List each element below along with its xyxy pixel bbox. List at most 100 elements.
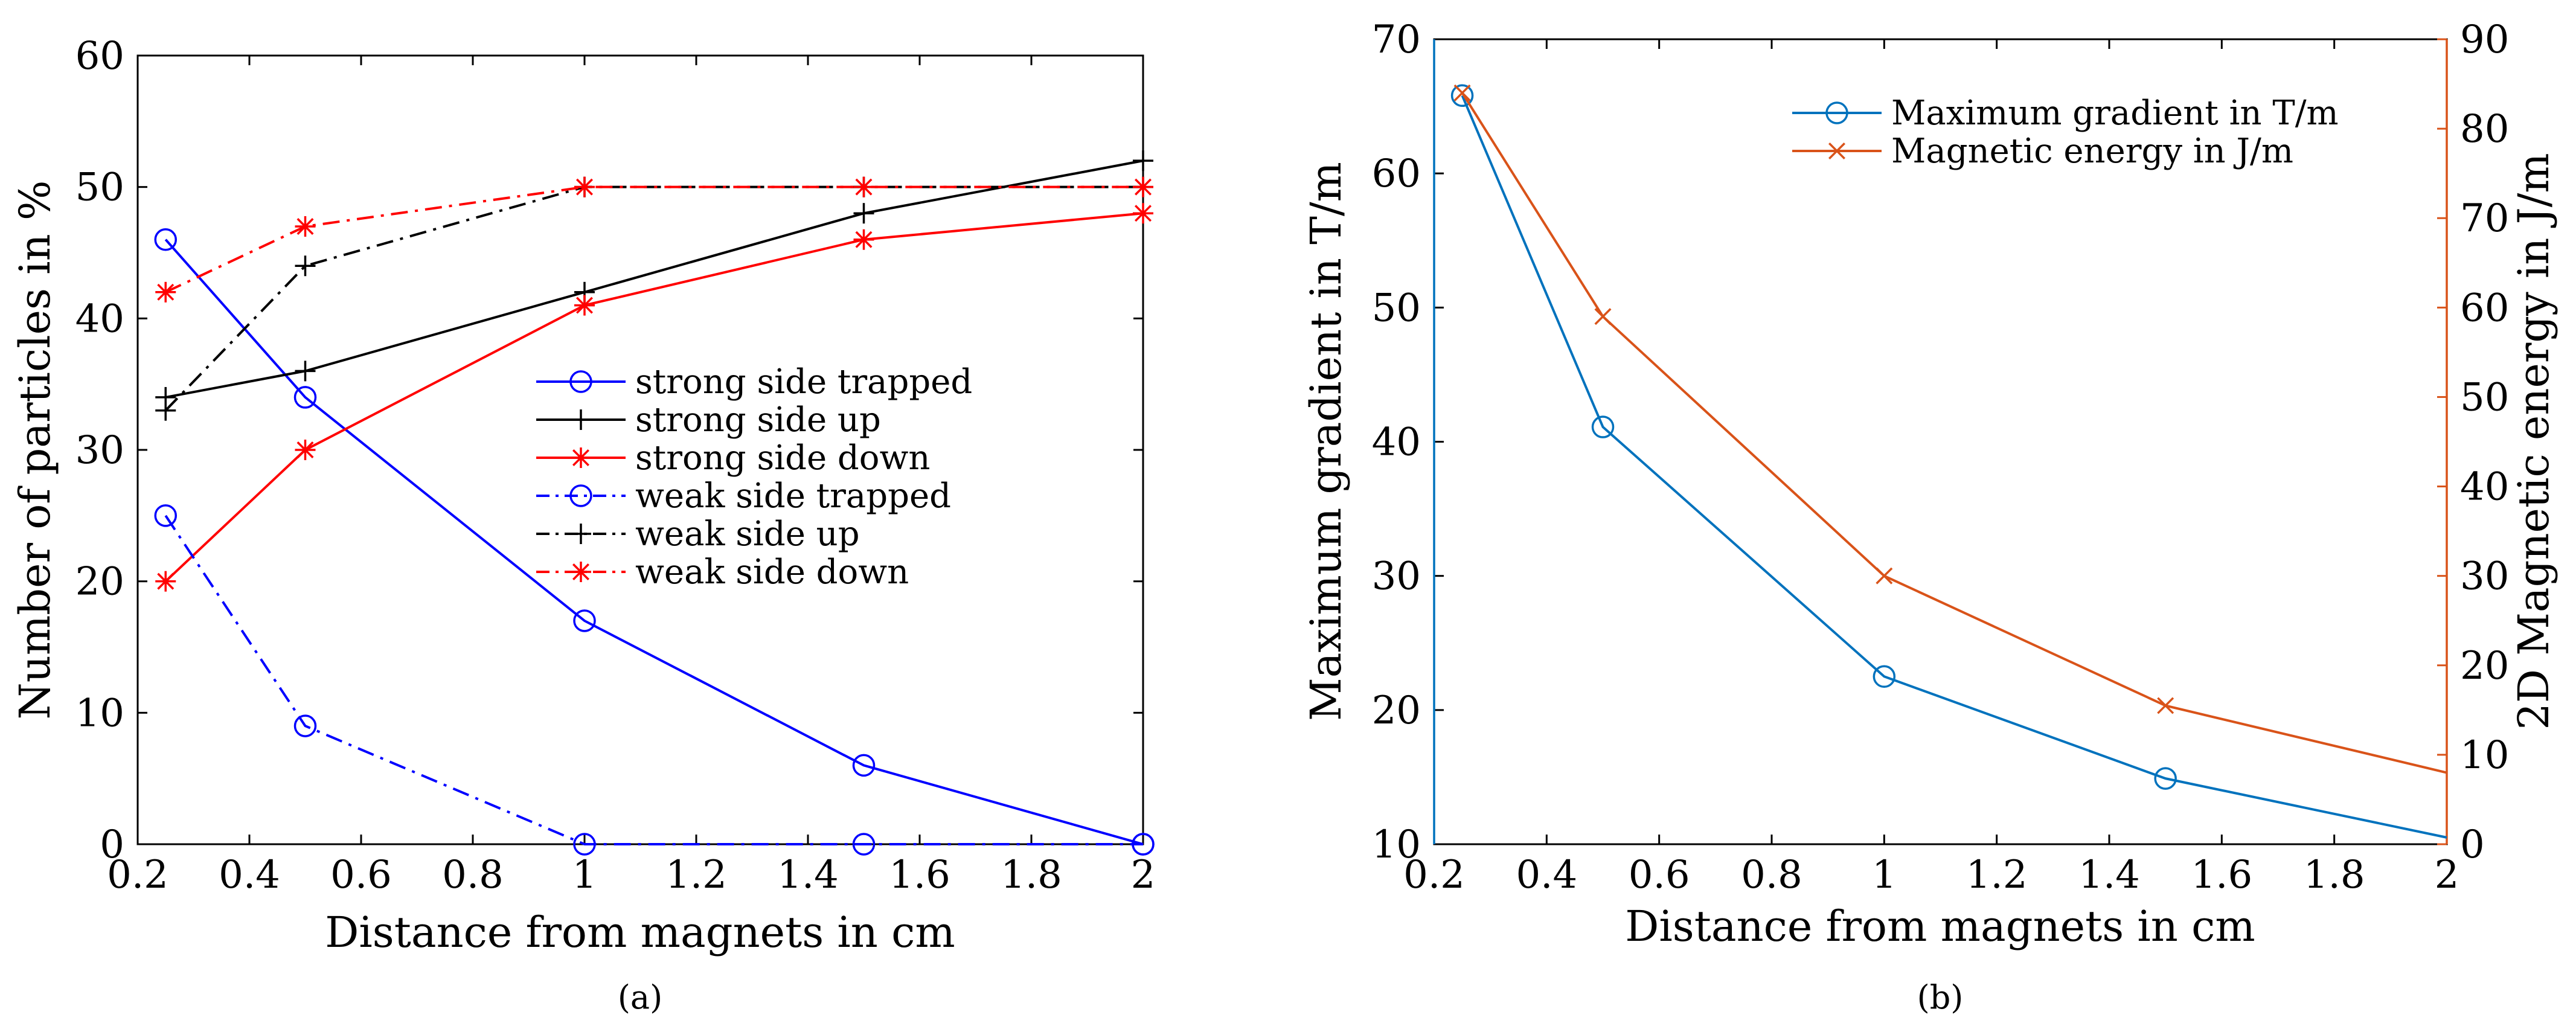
x-tick-label-1: 0.4 [1516,853,1577,897]
y-right-tick-label-3: 30 [2460,554,2509,599]
legend-item-1: Magnetic energy in J/m [1792,132,2293,171]
data-point-0-2 [1873,665,1896,688]
legend-marker-3 [569,484,592,507]
series-weak-side-down [155,176,1153,303]
data-point-1-2-d2 [1876,567,1893,585]
caption-b: (b) [1917,978,1964,1016]
y-tick-label-5: 50 [75,165,124,210]
data-point-0-1 [293,386,317,409]
data-point-2-0 [155,571,176,592]
x-tick-label-9: 2 [2435,853,2459,897]
legend-item-2: strong side down [536,438,930,478]
y-tick-label-4: 50 [1372,286,1421,330]
x-tick-label-3: 0.8 [442,853,504,897]
x-tick-label-2: 0.6 [1629,853,1690,897]
x-tick-label-4: 1 [1872,853,1897,897]
data-point-1-2 [1876,567,1893,585]
data-point-3-1 [293,714,317,737]
data-point-3-2 [573,833,596,856]
legend-marker-0 [569,370,592,393]
data-point-1-1 [295,361,316,382]
data-point-3-4 [1132,833,1155,856]
data-point-5-2 [574,176,595,197]
y-tick-label-2: 30 [1372,554,1421,599]
data-point-2-4 [1133,203,1153,224]
legend-marker-1 [1828,143,1845,159]
data-point-2-2-d2 [576,297,593,314]
data-point-1-3 [2157,697,2174,714]
data-point-2-1 [295,440,316,460]
legend-item-0: Maximum gradient in T/m [1792,94,2339,133]
legend-item-0: strong side trapped [536,362,972,402]
x-tick-label-3: 0.8 [1741,853,1802,897]
x-tick-label-8: 1.8 [2304,853,2365,897]
series-line-0 [1461,95,2447,839]
x-tick-label-8: 1.8 [1001,853,1062,897]
y-tick-label-1: 10 [75,691,124,736]
y-tick-label-3: 30 [75,428,124,473]
y-tick-label-5: 60 [1372,152,1421,196]
legend-item-1: strong side up [536,400,881,440]
legend-marker-5 [571,562,591,582]
series-strong-side-down [155,203,1153,592]
y-right-tick-label-0: 0 [2460,822,2485,867]
legend-marker-5-d2 [572,563,589,580]
legend-marker-1-d2 [1828,143,1845,159]
x-tick-label-2: 0.6 [330,853,392,897]
x-axis-label-a: Distance from magnets in cm [325,908,955,957]
legend-label-2: strong side down [635,438,930,478]
x-axis-label-b: Distance from magnets in cm [1625,902,2255,951]
legend-label-5: weak side down [635,553,909,592]
data-point-2-3-d2 [855,231,873,248]
data-point-4-1 [295,255,316,277]
caption-a: (a) [618,978,662,1016]
y-right-tick-label-8: 80 [2460,107,2509,152]
y-right-tick-label-4: 40 [2460,465,2509,510]
ticks-b: 0.2 0.4 0.6 0.8 1 1.2 1.4 1.6 1.8 2 10 20 30 40 50 60 70… [1372,18,2510,897]
y-right-tick-label-7: 70 [2460,196,2509,241]
x-tick-label-7: 1.6 [889,853,950,897]
data-point-0-0 [1450,84,1474,107]
data-point-2-1-d2 [296,441,314,458]
legend-item-5: weak side down [536,553,909,592]
y-right-tick-label-1: 10 [2460,733,2509,778]
data-point-5-1-d2 [296,217,314,235]
x-tick-label-0: 0.2 [107,853,168,897]
y-axis-label-b: Maximum gradient in T/m [1301,162,1351,721]
data-point-5-4 [1133,176,1153,197]
chart-a: 0.2 0.4 0.6 0.8 1 1.2 1.4 1.6 1.8 20102030405060 … [10,34,1155,1016]
y-tick-label-0: 0 [100,822,124,867]
data-point-2-0-d2 [157,572,175,590]
y-tick-label-4: 40 [75,297,124,341]
data-point-5-3-d2 [855,178,873,196]
series-weak-side-trapped [154,504,1155,856]
data-point-5-3 [853,176,874,197]
x-tick-label-7: 1.6 [2191,853,2252,897]
y-right-tick-label-9: 90 [2460,18,2509,62]
data-point-4-0 [155,400,176,421]
data-point-0-3 [852,754,876,777]
data-point-1-1 [1594,308,1612,325]
legend-marker-4 [571,524,591,544]
data-point-0-2 [573,609,596,632]
x-tick-label-6: 1.4 [777,853,839,897]
data-point-3-0 [154,504,177,527]
x-tick-label-9: 2 [1131,853,1156,897]
series-strong-side-up [155,150,1153,408]
data-point-1-1-d2 [1594,308,1612,325]
series-lines-a [154,150,1155,856]
data-point-0-3 [2154,767,2177,790]
data-point-0-0 [154,228,177,251]
legend-label-3: weak side trapped [635,476,951,516]
data-point-1-3 [853,203,874,224]
y-tick-label-2: 20 [75,560,124,604]
data-point-2-4-d2 [1135,205,1152,222]
plot-area-b [1433,38,2448,845]
y-tick-label-0: 10 [1372,822,1421,867]
data-point-1-3-d2 [2157,697,2174,714]
y-axis-label-a: Number of particles in % [10,181,60,720]
legend-label-0: Maximum gradient in T/m [1891,94,2339,133]
legend-item-4: weak side up [536,514,860,554]
legend-marker-0 [1825,101,1848,124]
